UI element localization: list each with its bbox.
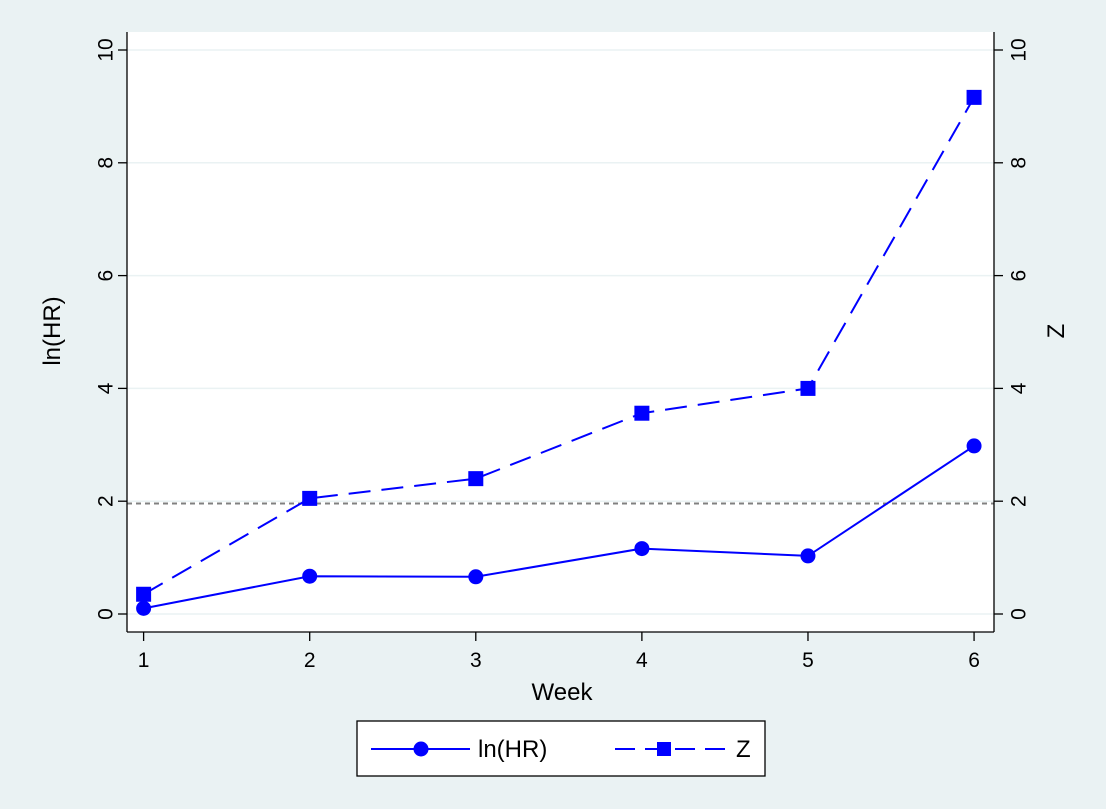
data-point-circle (800, 548, 816, 564)
data-point-square (468, 471, 484, 487)
data-point-square (966, 89, 982, 105)
data-point-circle (302, 568, 318, 584)
y-tick-label: 4 (94, 382, 117, 394)
y-axis-title: ln(HR) (39, 296, 66, 365)
data-point-circle (634, 541, 650, 557)
x-axis-title: Week (532, 679, 594, 706)
x-tick-label: 4 (636, 649, 648, 672)
series-line-lnhr (143, 445, 975, 610)
grid-lines (127, 49, 994, 615)
legend-label-lnhr: ln(HR) (478, 736, 547, 763)
y2-tick-label: 6 (1007, 270, 1030, 282)
data-point-circle (468, 569, 484, 585)
y-tick-label: 10 (94, 38, 117, 61)
left-axis-ticks: 0 2 4 6 8 10 (94, 38, 127, 620)
data-point-square (136, 586, 152, 602)
data-point-square (634, 405, 650, 421)
x-tick-label: 3 (470, 649, 482, 672)
legend-marker-lnhr (413, 741, 429, 757)
legend: ln(HR) Z (356, 720, 766, 777)
data-point-square (302, 490, 318, 506)
data-point-circle (966, 438, 982, 454)
x-tick-label: 1 (138, 649, 150, 672)
x-axis-ticks: 1 2 3 4 5 6 (138, 632, 980, 672)
y2-tick-label: 0 (1007, 608, 1030, 620)
series-layer (136, 89, 982, 616)
x-tick-label: 6 (968, 649, 980, 672)
data-point-square (800, 380, 816, 396)
y2-axis-title: Z (1043, 324, 1070, 339)
y-tick-label: 0 (94, 608, 117, 620)
x-tick-label: 2 (304, 649, 316, 672)
y-tick-label: 2 (94, 495, 117, 507)
y2-tick-label: 2 (1007, 495, 1030, 507)
y2-tick-label: 8 (1007, 157, 1030, 169)
legend-label-z: Z (736, 736, 751, 763)
x-tick-label: 5 (802, 649, 814, 672)
data-point-circle (136, 600, 152, 616)
y2-tick-label: 10 (1007, 38, 1030, 61)
y-tick-label: 8 (94, 157, 117, 169)
y2-tick-label: 4 (1007, 382, 1030, 394)
series-line-z (143, 96, 975, 596)
right-axis-ticks: 0 2 4 6 8 10 (994, 38, 1030, 620)
plot-area (127, 32, 994, 632)
legend-marker-z (657, 742, 671, 756)
y-tick-label: 6 (94, 270, 117, 282)
